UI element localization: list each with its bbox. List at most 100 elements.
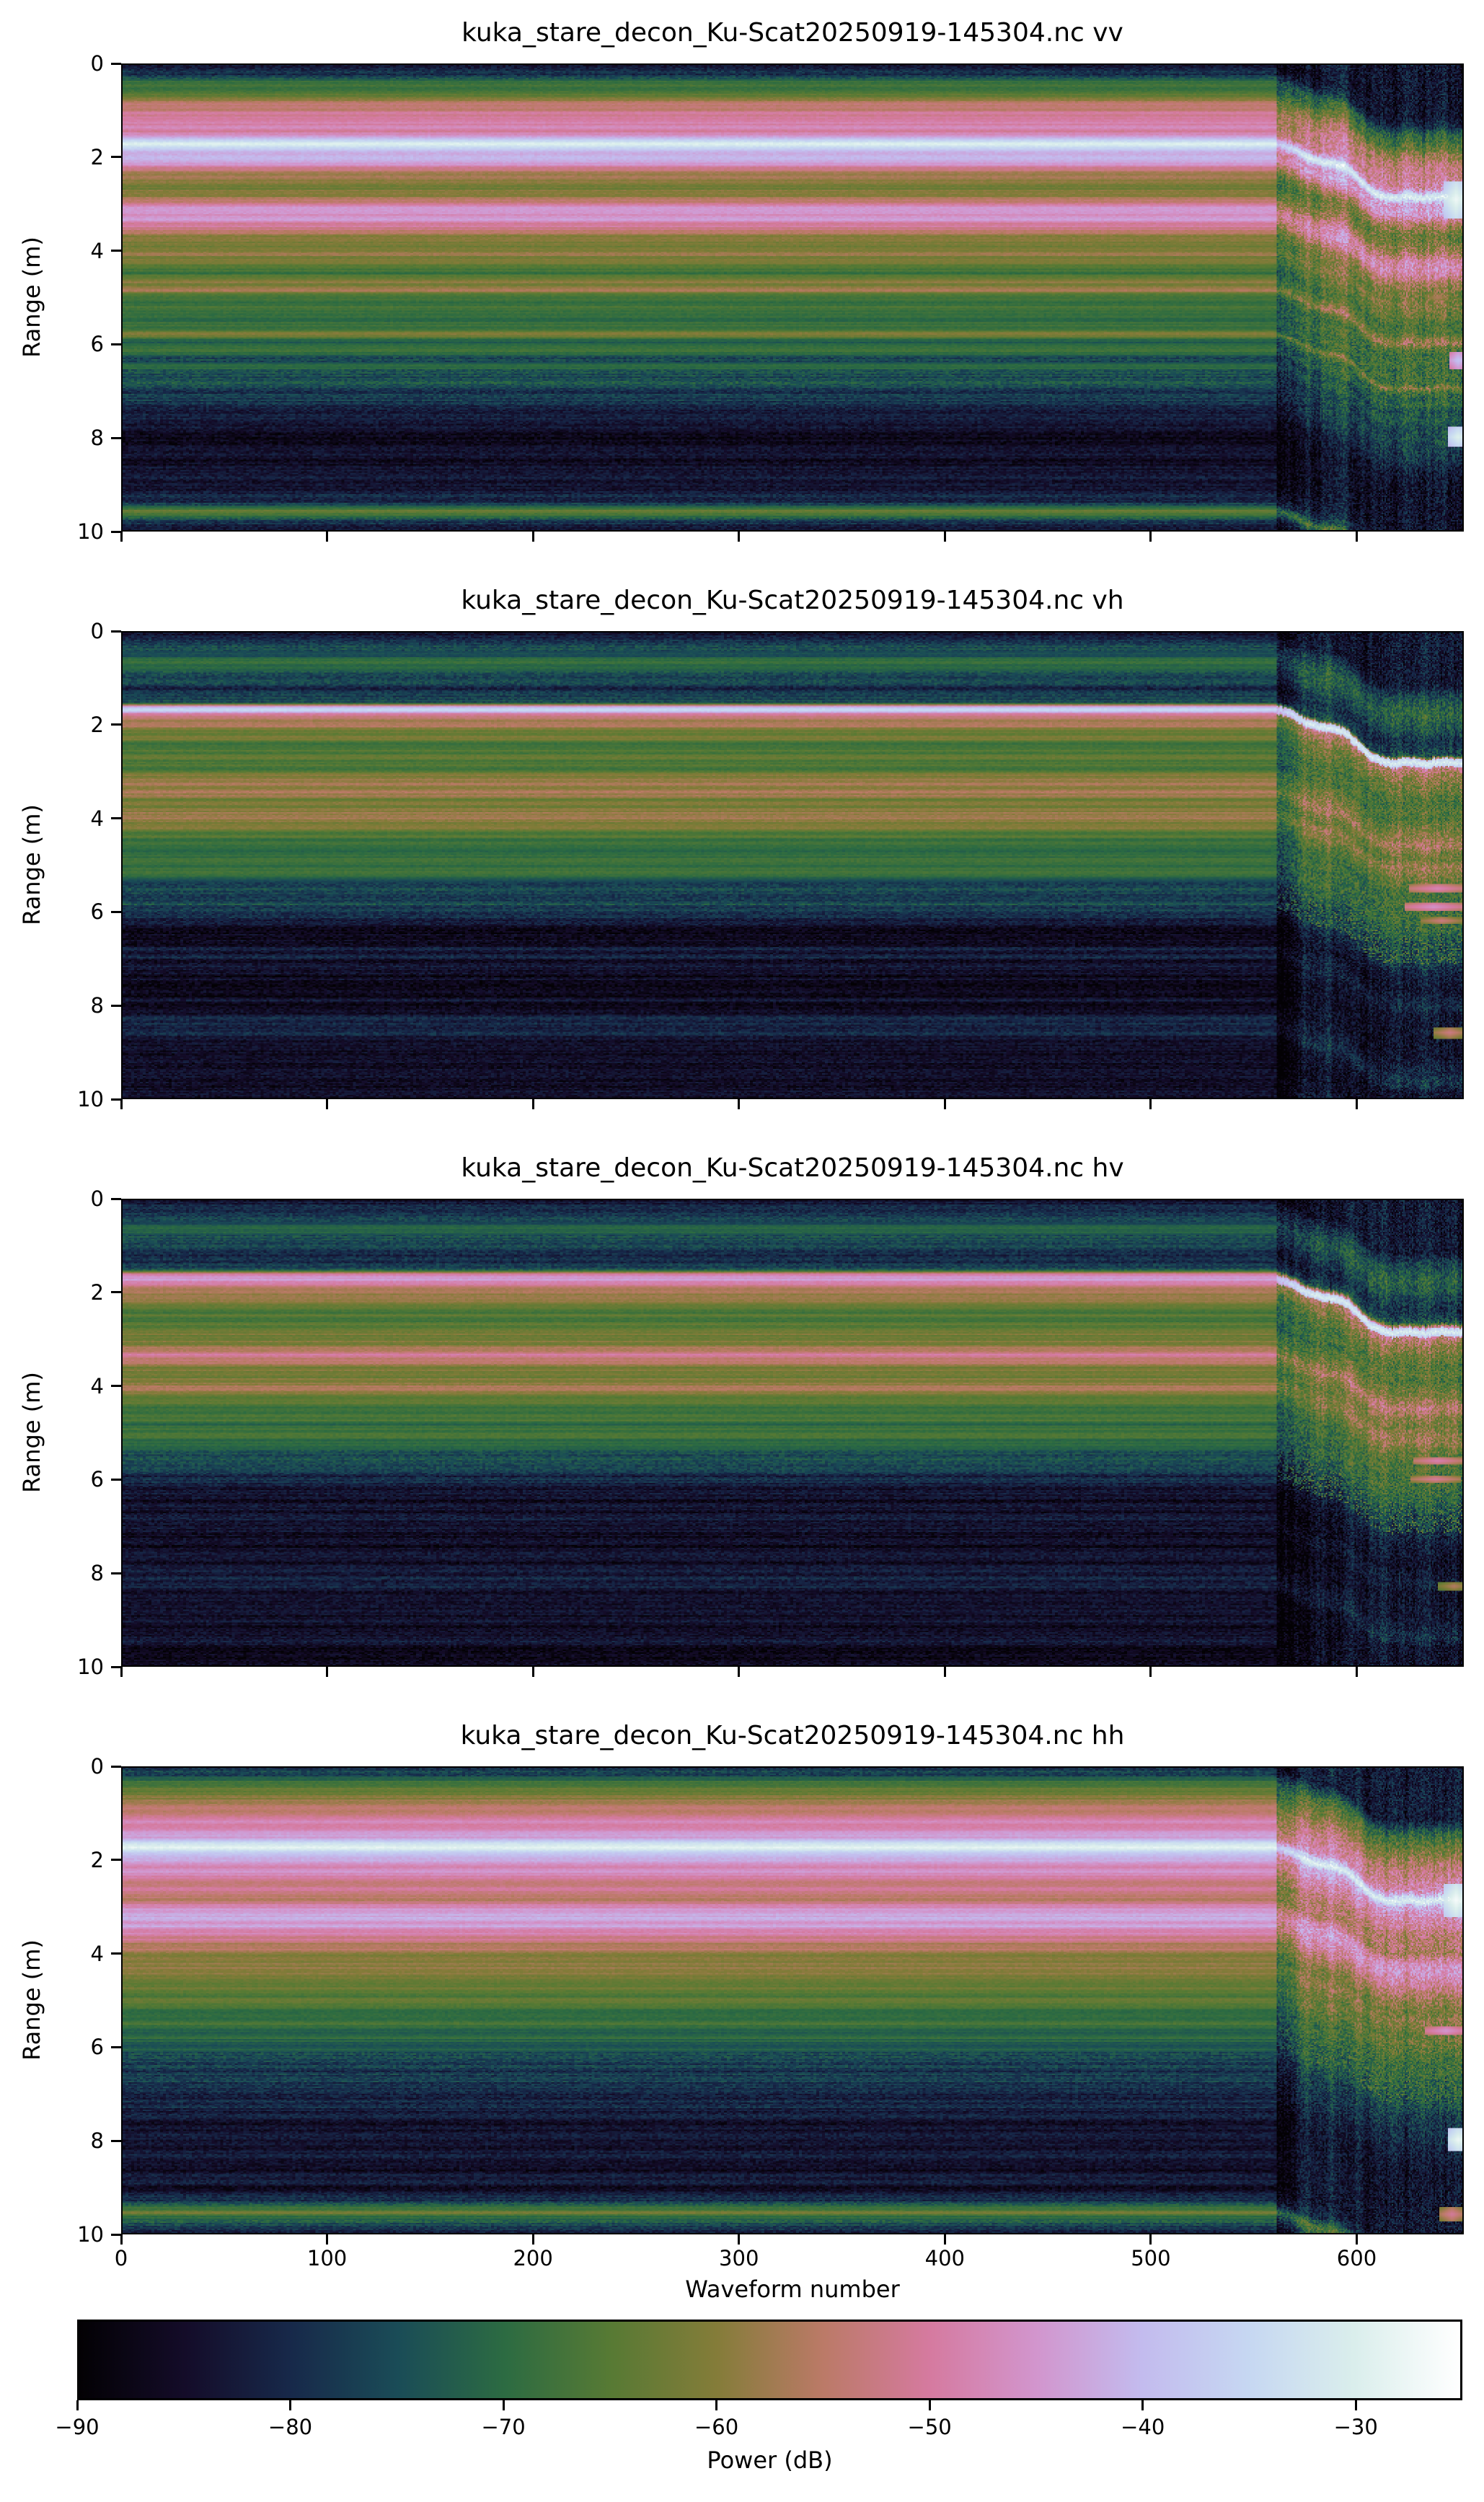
x-tick-mark [120,1667,123,1677]
y-tick-mark [111,910,121,913]
x-tick-label: 400 [924,2246,965,2270]
y-tick-label: 6 [90,2035,104,2060]
heatmap-axes-hh [121,1766,1464,2234]
colorbar-tick-mark [76,2400,79,2410]
y-tick-mark [111,1291,121,1294]
y-tick-label: 0 [90,619,104,643]
heatmap-canvas-hh [123,1768,1462,2233]
y-tick-label: 0 [90,1754,104,1779]
colorbar-tick-label: −40 [1121,2415,1165,2439]
y-tick-mark [111,2139,121,2142]
y-tick-label: 4 [90,806,104,831]
colorbar-tick-mark [715,2400,718,2410]
colorbar-tick-label: −50 [907,2415,952,2439]
colorbar-gradient [77,2320,1462,2400]
x-tick-mark [738,2234,741,2245]
y-tick-mark [111,1952,121,1955]
y-tick-mark [111,1859,121,1862]
x-tick-mark [1355,1099,1358,1109]
x-tick-mark [120,532,123,542]
y-tick-label: 4 [90,1941,104,1966]
heatmap-canvas-hv [123,1200,1462,1665]
x-tick-mark [120,1099,123,1109]
y-tick-mark [111,1004,121,1007]
x-tick-mark [531,1667,534,1677]
y-tick-label: 4 [90,238,104,263]
y-tick-mark [111,436,121,439]
x-tick-mark [943,2234,946,2245]
panel-title-vv: kuka_stare_decon_Ku-Scat20250919-145304.… [461,18,1123,48]
colorbar-tick-mark [1354,2400,1357,2410]
heatmap-canvas-vv [123,65,1462,530]
colorbar-tick-mark [928,2400,931,2410]
colorbar-tick-mark [502,2400,505,2410]
x-tick-mark [326,2234,329,2245]
y-tick-mark [111,343,121,345]
colorbar-tick-label: −30 [1333,2415,1378,2439]
y-tick-label: 8 [90,2128,104,2154]
y-tick-mark [111,817,121,820]
x-tick-mark [326,532,329,542]
y-tick-mark [111,630,121,633]
x-tick-label: 200 [513,2246,553,2270]
y-tick-label: 10 [77,1087,104,1111]
heatmap-canvas-vh [123,633,1462,1098]
y-tick-label: 0 [90,51,104,76]
y-tick-mark [111,156,121,159]
colorbar-tick-label: −90 [55,2415,100,2439]
y-tick-mark [111,530,121,533]
colorbar-label: Power (dB) [707,2446,833,2474]
panel-title-hv: kuka_stare_decon_Ku-Scat20250919-145304.… [461,1153,1124,1183]
heatmap-axes-vv [121,63,1464,532]
y-tick-mark [111,1765,121,1768]
x-tick-label: 100 [306,2246,348,2270]
x-tick-mark [120,2234,123,2245]
y-tick-label: 6 [90,1467,104,1492]
x-tick-label: 500 [1131,2246,1171,2270]
y-tick-mark [111,1665,121,1668]
x-tick-mark [1149,1667,1152,1677]
x-tick-mark [1149,1099,1152,1109]
y-tick-mark [111,1098,121,1101]
y-tick-label: 6 [90,899,104,925]
y-tick-mark [111,1478,121,1481]
y-tick-mark [111,1197,121,1200]
y-tick-mark [111,723,121,726]
x-tick-mark [531,2234,534,2245]
x-tick-mark [943,1667,946,1677]
x-tick-mark [1149,532,1152,542]
y-tick-label: 0 [90,1186,104,1211]
x-tick-label: 0 [114,2246,128,2270]
y-tick-label: 6 [90,332,104,357]
x-tick-label: 600 [1336,2246,1377,2270]
x-tick-mark [738,1667,741,1677]
x-tick-mark [1355,1667,1358,1677]
y-tick-label: 4 [90,1373,104,1398]
x-tick-mark [738,1099,741,1109]
x-axis-label: Waveform number [685,2276,900,2303]
x-tick-mark [1355,532,1358,542]
y-tick-mark [111,1385,121,1388]
colorbar-tick-mark [1141,2400,1144,2410]
x-tick-label: 300 [719,2246,759,2270]
colorbar-tick-label: −80 [268,2415,313,2439]
x-tick-mark [1355,2234,1358,2245]
y-tick-label: 10 [77,2222,104,2247]
y-tick-label: 10 [77,1655,104,1679]
y-tick-label: 8 [90,1561,104,1586]
y-tick-label: 2 [90,712,104,737]
x-tick-mark [531,532,534,542]
y-tick-mark [111,2233,121,2236]
y-tick-mark [111,250,121,252]
y-tick-label: 2 [90,1847,104,1872]
colorbar-tick-label: −70 [481,2415,526,2439]
x-tick-mark [326,1099,329,1109]
y-tick-label: 8 [90,426,104,451]
x-tick-mark [326,1667,329,1677]
y-tick-mark [111,62,121,65]
x-tick-mark [1149,2234,1152,2245]
y-tick-label: 2 [90,144,104,169]
x-tick-mark [943,1099,946,1109]
y-tick-label: 8 [90,993,104,1018]
